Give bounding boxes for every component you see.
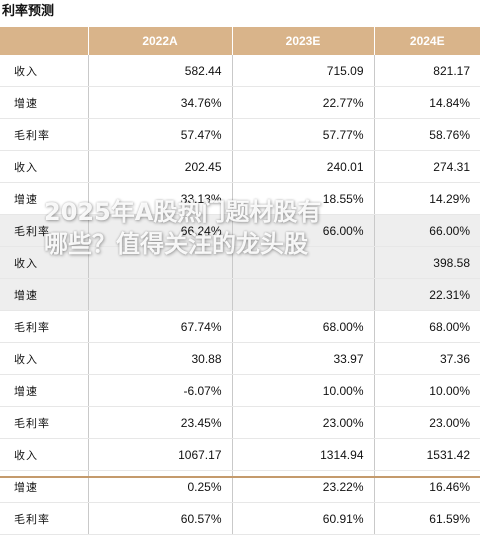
value-cell: 23.00% — [374, 406, 480, 439]
row-label: 收入 — [0, 342, 89, 375]
table-row: 增速 22.31% — [0, 278, 480, 311]
table-row: 收入 398.58 — [0, 246, 480, 279]
table-row: 收入 582.44 715.09 821.17 — [0, 55, 480, 87]
table-row: 增速 33.13% 18.55% 14.29% — [0, 182, 480, 215]
value-cell: 60.91% — [232, 502, 375, 535]
header-cell-2022a: 2022A — [88, 27, 233, 55]
value-cell: 582.44 — [88, 55, 233, 87]
value-cell: 58.76% — [374, 118, 480, 151]
row-label: 毛利率 — [0, 118, 89, 151]
value-cell: 14.29% — [374, 182, 480, 215]
value-cell: 67.74% — [88, 310, 233, 343]
table-row: 毛利率 66.24% 66.00% 66.00% — [0, 214, 480, 247]
table-row: 毛利率 67.74% 68.00% 68.00% — [0, 310, 480, 343]
value-cell: 23.00% — [232, 406, 375, 439]
value-cell: 33.13% — [88, 182, 233, 215]
table-title: 利率预测 — [2, 4, 55, 19]
value-cell: 10.00% — [374, 374, 480, 407]
value-cell: 10.00% — [232, 374, 375, 407]
value-cell: 821.17 — [374, 55, 480, 87]
row-label: 增速 — [0, 182, 89, 215]
value-cell: 240.01 — [232, 150, 375, 183]
value-cell: 202.45 — [88, 150, 233, 183]
header-row: 2022A 2023E 2024E — [0, 27, 480, 55]
row-label: 增速 — [0, 278, 89, 311]
value-cell: 66.00% — [232, 214, 375, 247]
table-row: 毛利率 60.57% 60.91% 61.59% — [0, 502, 480, 535]
value-cell: 715.09 — [232, 55, 375, 87]
forecast-table: 2022A 2023E 2024E 收入 582.44 715.09 821.17 增速… — [0, 27, 480, 535]
value-cell: 61.59% — [374, 502, 480, 535]
value-cell: 274.31 — [374, 150, 480, 183]
header-cell-label — [0, 27, 89, 55]
value-cell: -6.07% — [88, 374, 233, 407]
table-row: 毛利率 57.47% 57.77% 58.76% — [0, 118, 480, 151]
value-cell: 14.84% — [374, 86, 480, 119]
value-cell — [88, 278, 233, 311]
value-cell: 33.97 — [232, 342, 375, 375]
value-cell: 1314.94 — [232, 438, 375, 471]
table-row: 收入 30.88 33.97 37.36 — [0, 342, 480, 375]
value-cell: 66.00% — [374, 214, 480, 247]
row-label: 收入 — [0, 438, 89, 471]
value-cell: 60.57% — [88, 502, 233, 535]
header-cell-2024e: 2024E — [374, 27, 480, 55]
value-cell: 398.58 — [374, 246, 480, 279]
table-row: 增速 34.76% 22.77% 14.84% — [0, 86, 480, 119]
value-cell: 1067.17 — [88, 438, 233, 471]
row-label: 毛利率 — [0, 310, 89, 343]
header-cell-2023e: 2023E — [232, 27, 375, 55]
row-label: 收入 — [0, 150, 89, 183]
value-cell — [232, 278, 375, 311]
value-cell: 37.36 — [374, 342, 480, 375]
table-row: 收入 1067.17 1314.94 1531.42 — [0, 438, 480, 471]
value-cell: 57.77% — [232, 118, 375, 151]
table-row: 收入 202.45 240.01 274.31 — [0, 150, 480, 183]
value-cell: 18.55% — [232, 182, 375, 215]
value-cell: 57.47% — [88, 118, 233, 151]
value-cell: 66.24% — [88, 214, 233, 247]
value-cell: 22.31% — [374, 278, 480, 311]
row-label: 增速 — [0, 374, 89, 407]
value-cell: 68.00% — [232, 310, 375, 343]
value-cell: 68.00% — [374, 310, 480, 343]
row-label: 毛利率 — [0, 406, 89, 439]
value-cell — [232, 246, 375, 279]
bottom-rule — [0, 476, 480, 478]
value-cell — [88, 246, 233, 279]
row-label: 毛利率 — [0, 502, 89, 535]
value-cell: 34.76% — [88, 86, 233, 119]
value-cell: 1531.42 — [374, 438, 480, 471]
table-row: 毛利率 23.45% 23.00% 23.00% — [0, 406, 480, 439]
row-label: 收入 — [0, 55, 89, 87]
row-label: 毛利率 — [0, 214, 89, 247]
row-label: 增速 — [0, 86, 89, 119]
value-cell: 23.45% — [88, 406, 233, 439]
value-cell: 30.88 — [88, 342, 233, 375]
value-cell: 22.77% — [232, 86, 375, 119]
row-label: 收入 — [0, 246, 89, 279]
table-row: 增速 -6.07% 10.00% 10.00% — [0, 374, 480, 407]
